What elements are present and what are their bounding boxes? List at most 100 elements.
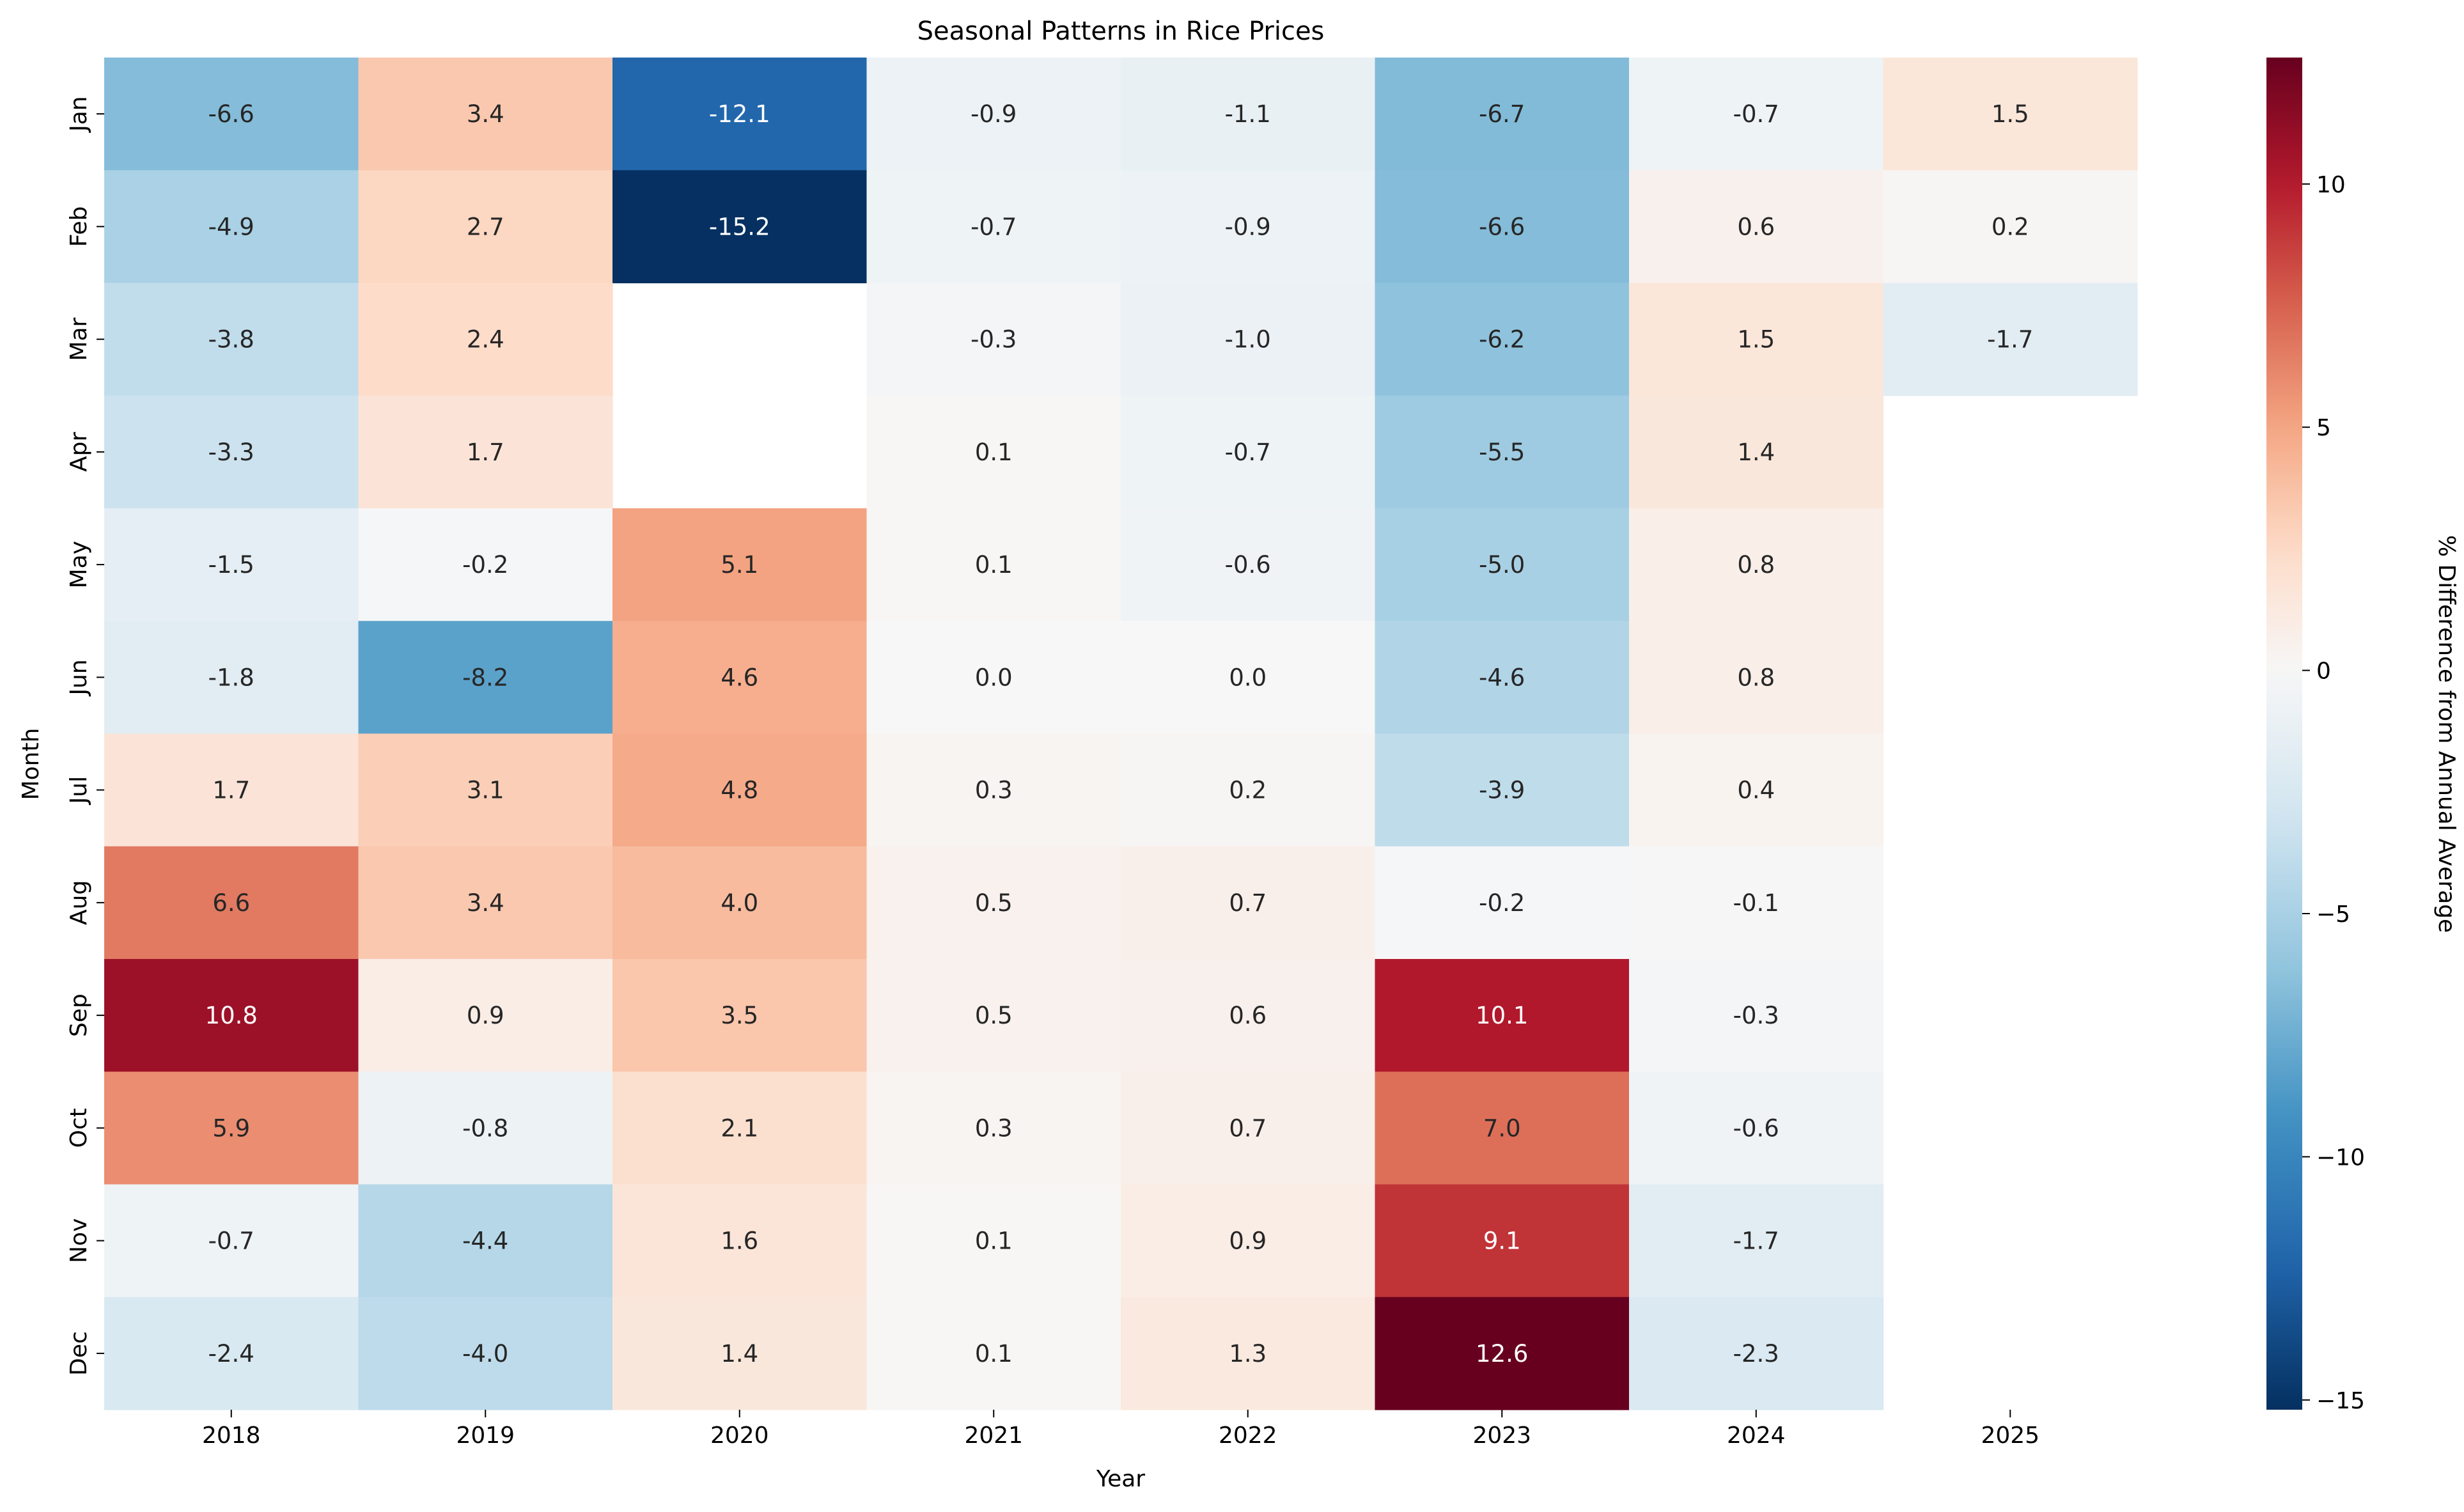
cell-value-label: 0.3 xyxy=(975,777,1013,804)
y-tick-label: Jan xyxy=(66,96,92,133)
cell-value-label: -4.4 xyxy=(462,1228,508,1255)
heatmap-cell xyxy=(358,170,613,284)
heatmap-cell xyxy=(1121,395,1376,509)
heatmap-cell xyxy=(612,1297,868,1410)
heatmap-cell xyxy=(612,1072,868,1185)
y-tick-label: Jul xyxy=(66,776,92,805)
heatmap-cell xyxy=(1121,508,1376,621)
heatmap-cell xyxy=(1883,283,2138,396)
cell-value-label: -0.6 xyxy=(1225,551,1271,579)
x-tick-label: 2020 xyxy=(710,1422,769,1449)
cell-value-label: 0.2 xyxy=(1229,777,1267,804)
heatmap-cell xyxy=(1375,170,1630,284)
heatmap-cell xyxy=(1121,846,1376,960)
cell-value-label: -4.9 xyxy=(208,213,254,240)
x-tick-label: 2024 xyxy=(1727,1422,1786,1449)
heatmap-cell xyxy=(866,959,1121,1072)
cell-value-label: 0.5 xyxy=(975,889,1013,917)
x-tick-label: 2018 xyxy=(202,1422,261,1449)
cell-value-label: 10.1 xyxy=(1476,1002,1528,1029)
heatmap-cell xyxy=(1375,1184,1630,1298)
cell-value-label: -3.8 xyxy=(208,326,254,354)
cell-value-label: -6.6 xyxy=(1479,213,1525,240)
cell-value-label: -0.3 xyxy=(971,326,1017,354)
cell-value-label: -0.7 xyxy=(208,1228,254,1255)
x-tick-label: 2019 xyxy=(456,1422,515,1449)
cell-value-label: -0.3 xyxy=(1733,1002,1779,1029)
y-tick-label: Feb xyxy=(66,207,92,247)
heatmap-cell xyxy=(104,1184,359,1298)
cell-value-label: -0.7 xyxy=(1225,439,1271,466)
heatmap-cell xyxy=(104,621,359,735)
heatmap-cell xyxy=(866,733,1121,847)
cell-value-label: 3.4 xyxy=(467,100,504,128)
cell-value-label: -1.0 xyxy=(1225,326,1271,354)
heatmap-cell xyxy=(866,508,1121,621)
x-tick-label: 2022 xyxy=(1219,1422,1277,1449)
heatmap-cell xyxy=(104,1072,359,1185)
x-axis: 2018 2019 2020 2021 2022 2023 2024 2025 xyxy=(202,1410,2039,1449)
cell-value-label: -6.7 xyxy=(1479,100,1525,128)
heatmap-cell xyxy=(358,959,613,1072)
heatmap-cell xyxy=(1375,621,1630,735)
chart-title: Seasonal Patterns in Rice Prices xyxy=(917,17,1325,46)
cell-value-label: 2.1 xyxy=(721,1114,758,1142)
heatmap-cell xyxy=(1883,58,2138,171)
y-tick-label: Nov xyxy=(66,1218,92,1263)
heatmap-cell xyxy=(104,170,359,284)
cell-value-label: 0.9 xyxy=(1229,1228,1267,1255)
cell-value-label: 4.0 xyxy=(721,889,758,917)
y-tick-label: May xyxy=(66,541,92,588)
cell-value-label: -12.1 xyxy=(709,100,770,128)
heatmap-cell xyxy=(1629,846,1884,960)
heatmap-cell xyxy=(612,733,868,847)
heatmap-cell xyxy=(1629,959,1884,1072)
heatmap-cell xyxy=(104,58,359,171)
colorbar-tick-label: −10 xyxy=(2316,1144,2365,1171)
cell-value-label: 0.0 xyxy=(1229,664,1267,691)
cell-value-label: 0.8 xyxy=(1737,664,1775,691)
colorbar-ticks: −15 −10 −5 0 5 10 xyxy=(2302,172,2365,1414)
heatmap-cell xyxy=(1375,1297,1630,1410)
y-tick-label: Dec xyxy=(66,1331,92,1376)
cell-value-label: 0.4 xyxy=(1737,777,1775,804)
cell-value-label: -5.5 xyxy=(1479,439,1525,466)
cell-value-label: -0.7 xyxy=(971,213,1017,240)
heatmap-cell xyxy=(1629,58,1884,171)
heatmap-cell xyxy=(612,1184,868,1298)
cell-value-label: -4.0 xyxy=(462,1340,508,1368)
cell-value-label: -0.1 xyxy=(1733,889,1779,917)
heatmap-cell xyxy=(1629,508,1884,621)
y-tick-label: Oct xyxy=(66,1108,92,1148)
y-tick-label: Aug xyxy=(66,880,92,925)
cell-value-label: 0.6 xyxy=(1737,213,1775,240)
cell-value-label: 1.4 xyxy=(721,1340,758,1368)
heatmap-cell xyxy=(866,1184,1121,1298)
heatmap-cell xyxy=(612,621,868,735)
heatmap-cell-labels: -6.6 3.4 -12.1 -0.9 -1.1 -6.7 -0.7 1.5 -4.9 2.7 -1… xyxy=(205,100,2034,1368)
heatmap-cell xyxy=(1375,959,1630,1072)
cell-value-label: 1.5 xyxy=(1737,326,1775,354)
cell-value-label: 1.5 xyxy=(1992,100,2029,128)
cell-value-label: 0.9 xyxy=(467,1002,504,1029)
heatmap-cell xyxy=(1121,283,1376,396)
cell-value-label: -6.6 xyxy=(208,100,254,128)
heatmap-cell xyxy=(612,508,868,621)
cell-value-label: 0.0 xyxy=(975,664,1013,691)
cell-value-label: -0.8 xyxy=(462,1114,508,1142)
heatmap-cell xyxy=(358,58,613,171)
colorbar-tick-label: −5 xyxy=(2316,901,2350,928)
cell-value-label: 1.7 xyxy=(212,777,250,804)
x-tick-label: 2021 xyxy=(964,1422,1023,1449)
heatmap-cell xyxy=(104,1297,359,1410)
colorbar-tick-label: 0 xyxy=(2316,659,2331,685)
cell-value-label: -15.2 xyxy=(709,213,770,240)
cell-value-label: -0.2 xyxy=(1479,889,1525,917)
heatmap-cell xyxy=(1629,283,1884,396)
cell-value-label: 9.1 xyxy=(1483,1228,1521,1255)
cell-value-label: 7.0 xyxy=(1483,1114,1521,1142)
heatmap-cell xyxy=(1629,395,1884,509)
y-axis-label: Month xyxy=(18,728,44,800)
cell-value-label: 2.7 xyxy=(467,213,504,240)
x-tick-label: 2025 xyxy=(1981,1422,2039,1449)
